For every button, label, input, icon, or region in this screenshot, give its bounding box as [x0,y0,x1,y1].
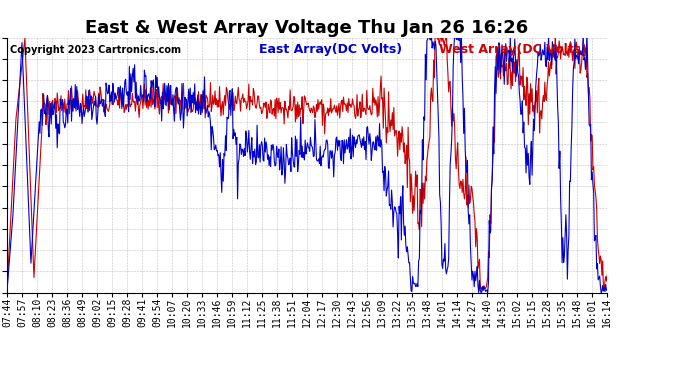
Title: East & West Array Voltage Thu Jan 26 16:26: East & West Array Voltage Thu Jan 26 16:… [86,20,529,38]
Text: Copyright 2023 Cartronics.com: Copyright 2023 Cartronics.com [10,45,181,55]
Text: East Array(DC Volts): East Array(DC Volts) [259,43,402,56]
Text: West Array(DC Volts): West Array(DC Volts) [439,43,587,56]
